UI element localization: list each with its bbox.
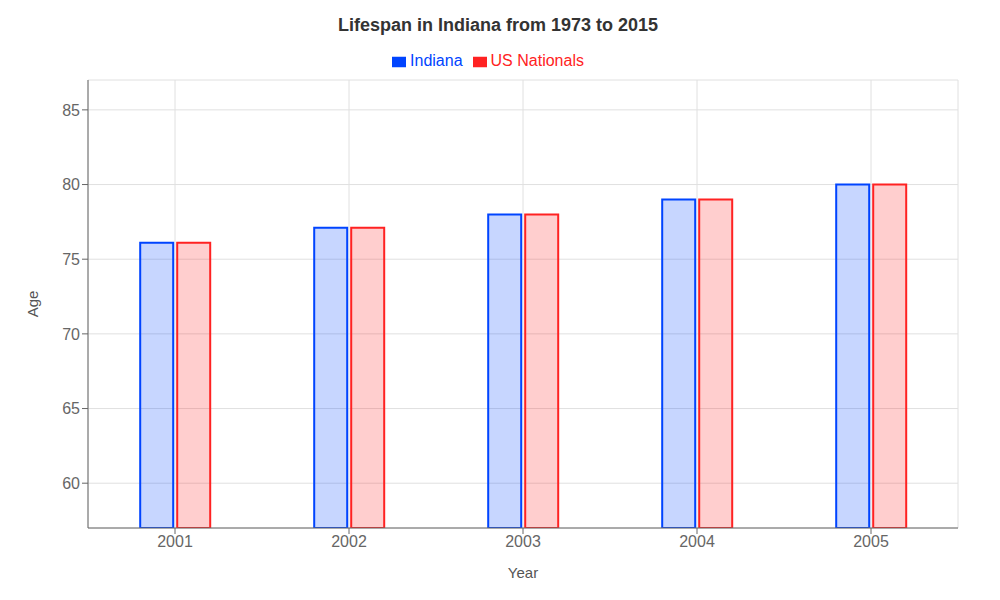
svg-text:65: 65 <box>62 400 80 417</box>
svg-text:70: 70 <box>62 326 80 343</box>
svg-text:60: 60 <box>62 475 80 492</box>
html-text:Indiana: Indiana <box>410 52 463 69</box>
svg-text:Age: Age <box>24 291 41 318</box>
svg-text:Year: Year <box>508 564 538 581</box>
svg-text:75: 75 <box>62 251 80 268</box>
html-text:US Nationals: US Nationals <box>490 52 584 69</box>
svg-text:2005: 2005 <box>853 533 889 550</box>
svg-text:2004: 2004 <box>679 533 715 550</box>
svg-text:2003: 2003 <box>505 533 541 550</box>
svg-text:80: 80 <box>62 176 80 193</box>
svg-text:85: 85 <box>62 102 80 119</box>
svg-text:2001: 2001 <box>157 533 193 550</box>
svg-text:2002: 2002 <box>331 533 367 550</box>
html-text:Lifespan in Indiana from 1973: Lifespan in Indiana from 1973 to 2015 <box>337 15 658 35</box>
